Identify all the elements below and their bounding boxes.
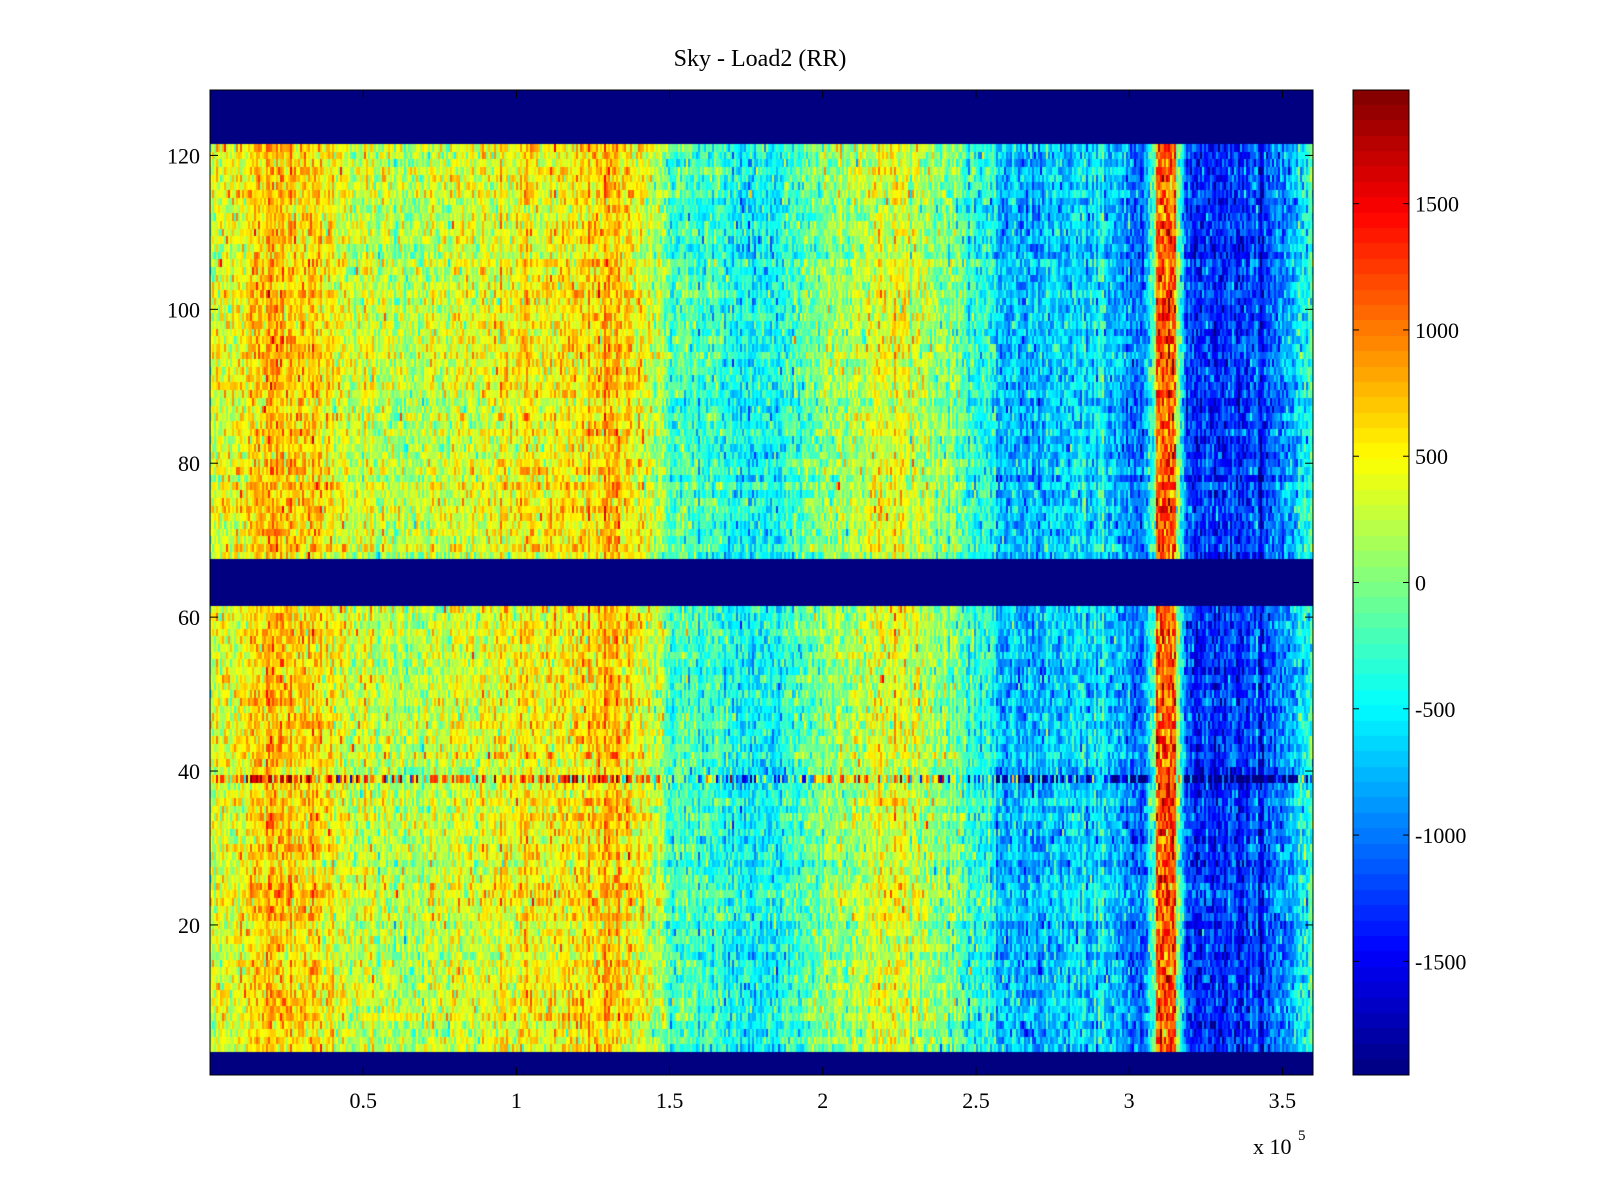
chart-title: Sky - Load2 (RR): [674, 46, 847, 72]
x-multiplier-label: x 10: [1253, 1134, 1292, 1159]
y-tick-label: 100: [167, 297, 200, 322]
x-multiplier-exponent: 5: [1298, 1128, 1306, 1144]
colorbar-axis: 1500 1000 500 0 -500 -1000 -1500: [1353, 192, 1466, 974]
x-tick-label: 2.5: [962, 1088, 990, 1113]
colorbar-tick-label: -1500: [1415, 949, 1466, 974]
plot-frame: [209, 89, 1314, 1076]
colorbar-tick-label: 0: [1415, 571, 1426, 596]
colorbar-tick-label: 1000: [1415, 318, 1459, 343]
y-tick-label: 20: [178, 913, 200, 938]
colorbar-gradient: [1353, 90, 1409, 1075]
colorbar-tick-label: -500: [1415, 697, 1455, 722]
y-tick-label: 120: [167, 143, 200, 168]
colorbar-tick-label: 500: [1415, 444, 1448, 469]
colorbar-container: [1353, 90, 1409, 1075]
x-tick-label: 2: [817, 1088, 828, 1113]
y-tick-label: 40: [178, 759, 200, 784]
x-tick-label: 1.5: [656, 1088, 684, 1113]
y-tick-label: 60: [178, 605, 200, 630]
x-tick-label: 0.5: [349, 1088, 377, 1113]
heatmap-canvas: [210, 90, 1313, 1075]
colorbar-tick-label: 1500: [1415, 192, 1459, 217]
x-axis: 0.5 1 1.5 2 2.5 3 3.5: [349, 90, 1296, 1113]
y-tick-label: 80: [178, 451, 200, 476]
x-tick-label: 1: [511, 1088, 522, 1113]
y-axis: 20 40 60 80 100 120: [167, 143, 1313, 938]
x-tick-label: 3.5: [1269, 1088, 1297, 1113]
colorbar-tick-label: -1000: [1415, 823, 1466, 848]
heatmap-image-container: [210, 90, 1313, 1075]
x-tick-label: 3: [1124, 1088, 1135, 1113]
